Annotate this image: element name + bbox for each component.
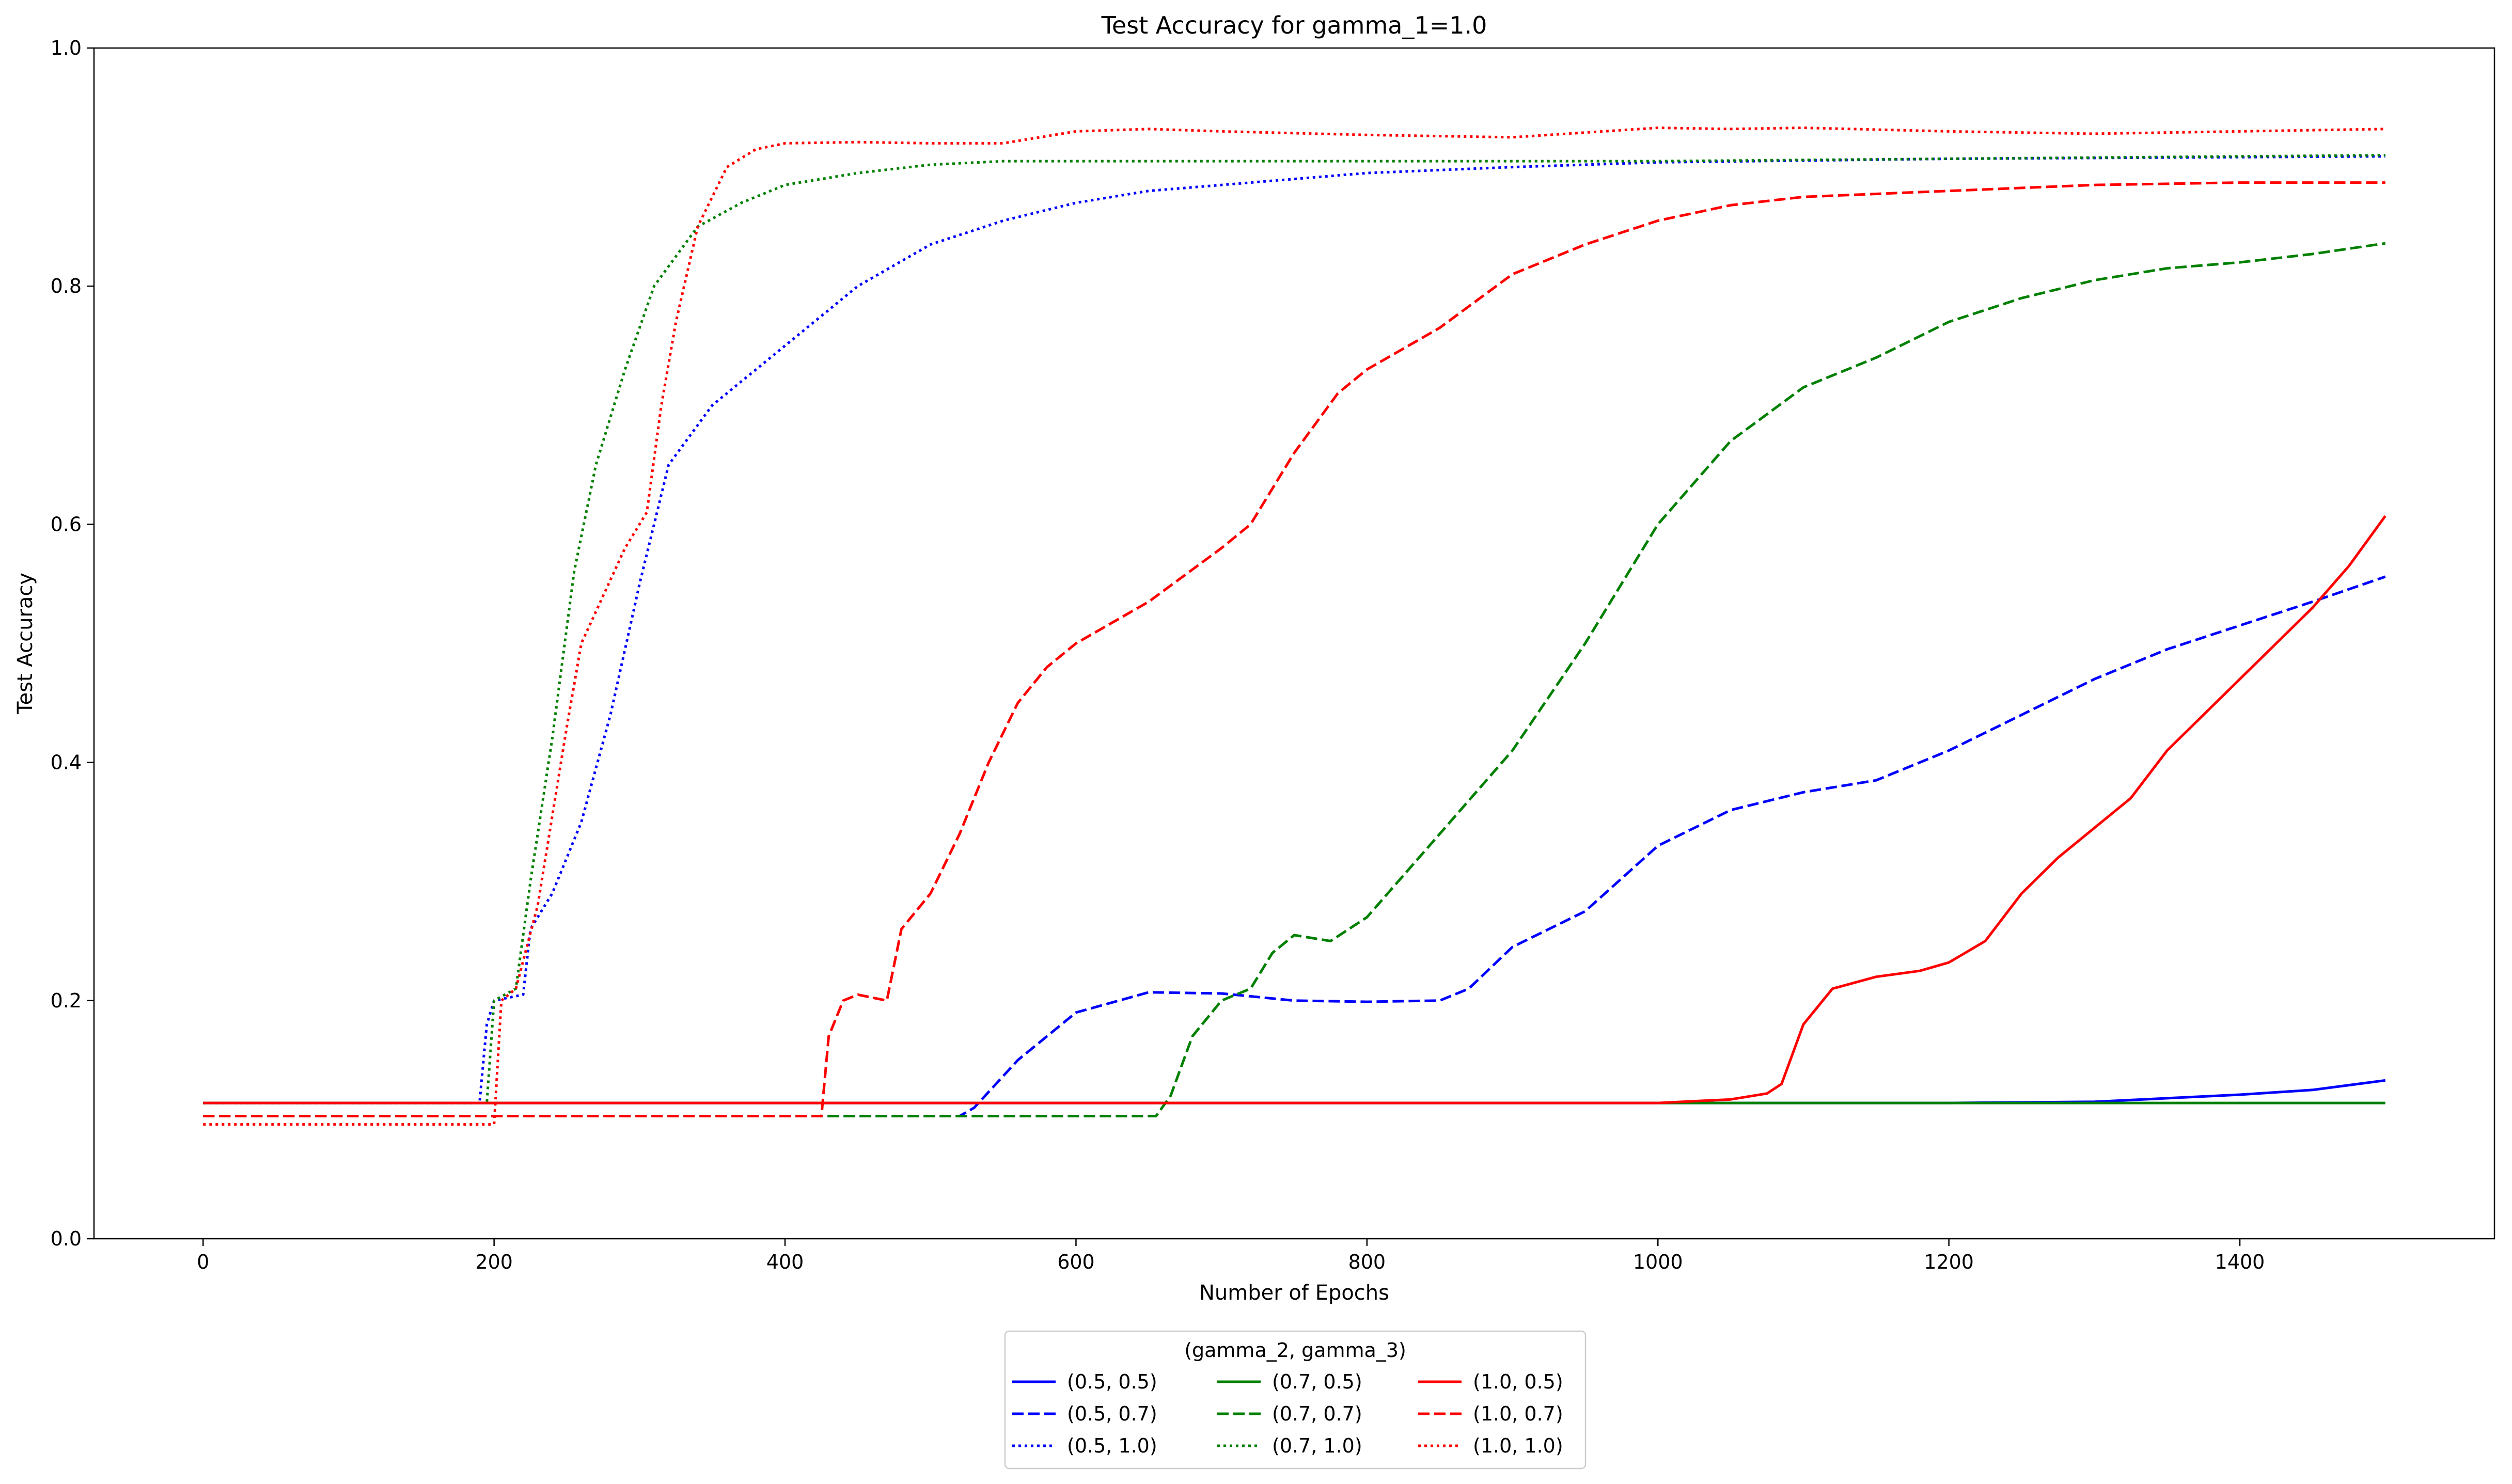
legend-items: (0.5, 0.5) (0.5, 0.7) (0.5, 1.0) (0.7, 0.5)…: [1012, 1370, 1563, 1457]
x-tick-label: 1000: [1633, 1251, 1683, 1273]
legend-label-5: (0.7, 1.0): [1272, 1434, 1362, 1457]
legend-label-8: (1.0, 1.0): [1473, 1434, 1563, 1457]
legend-box: [1004, 1330, 1587, 1470]
y-axis-label: Test Accuracy: [13, 573, 37, 715]
legend-label-0: (0.5, 0.5): [1067, 1370, 1157, 1393]
series-line-1: [203, 575, 2386, 1117]
legend-label-3: (0.7, 0.5): [1272, 1370, 1362, 1393]
series-line-4: [203, 242, 2386, 1117]
x-tick-label: 200: [475, 1251, 513, 1273]
legend-label-6: (1.0, 0.5): [1473, 1370, 1563, 1393]
legend-title: (gamma_2, gamma_3): [1184, 1339, 1406, 1362]
x-tick-label: 600: [1057, 1251, 1095, 1273]
series-line-8: [203, 127, 2385, 1126]
y-tick-label: 0.0: [51, 1227, 82, 1250]
x-tick-label: 800: [1348, 1251, 1386, 1273]
legend-label-1: (0.5, 0.7): [1067, 1402, 1157, 1425]
x-tick-label: 400: [766, 1251, 804, 1273]
x-tick-label: 1400: [2215, 1251, 2265, 1273]
x-tick-label: 1200: [1924, 1251, 1974, 1273]
series-line-6: [203, 515, 2387, 1104]
x-axis: 0 200 400 600 800 1000 1200 1400: [197, 1239, 2265, 1273]
y-axis: 0.0 0.2 0.4 0.6 0.8 1.0: [51, 37, 94, 1250]
y-tick-label: 0.4: [51, 751, 82, 774]
legend-label-7: (1.0, 0.7): [1473, 1402, 1563, 1425]
x-tick-label: 0: [197, 1251, 209, 1273]
series-line-5: [203, 154, 2385, 1104]
y-tick-label: 0.2: [51, 989, 82, 1012]
plot-lines: [203, 127, 2387, 1126]
legend-label-2: (0.5, 1.0): [1067, 1434, 1157, 1457]
legend: (gamma_2, gamma_3) (0.5, 0.5)(0.5, 0.7)(…: [1004, 1330, 1587, 1470]
series-line-7: [203, 181, 2385, 1117]
legend-label-4: (0.7, 0.7): [1272, 1402, 1362, 1425]
x-axis-label: Number of Epochs: [1199, 1281, 1389, 1305]
y-tick-label: 1.0: [51, 37, 82, 59]
chart-title: Test Accuracy for gamma_1=1.0: [1101, 11, 1487, 39]
plot-frame: [93, 47, 2495, 1240]
y-tick-label: 0.6: [51, 513, 82, 535]
y-tick-label: 0.8: [51, 275, 82, 297]
series-line-2: [203, 155, 2385, 1104]
